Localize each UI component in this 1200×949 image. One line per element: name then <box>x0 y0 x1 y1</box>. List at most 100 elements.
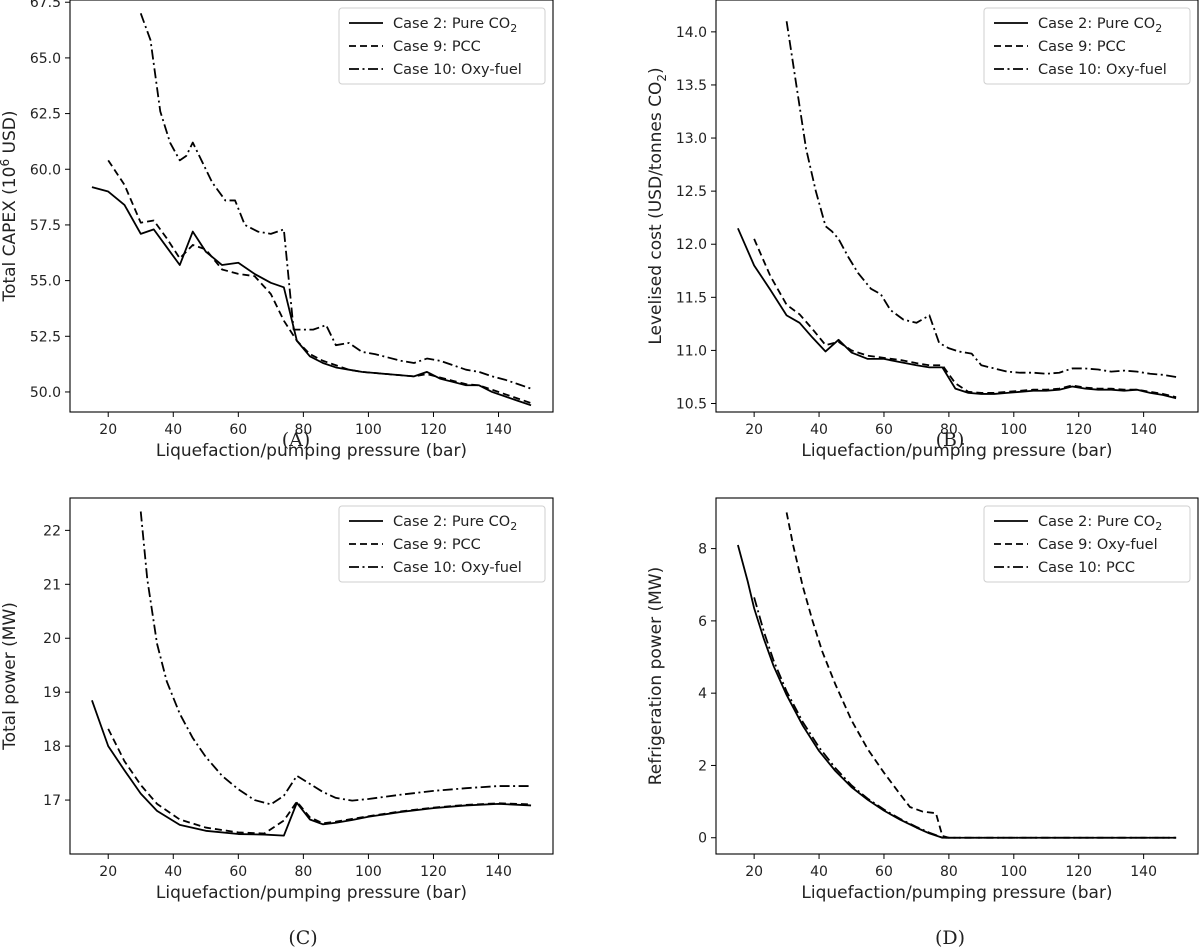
x-tick-label: 40 <box>810 864 828 880</box>
y-tick-label: 13.5 <box>676 78 707 94</box>
x-axis-label: Liquefaction/pumping pressure (bar) <box>156 883 467 903</box>
x-axis-label: Liquefaction/pumping pressure (bar) <box>156 441 467 461</box>
y-axis-label: Refrigeration power (MW) <box>646 567 666 786</box>
x-tick-label: 140 <box>485 422 512 438</box>
y-tick-label: 12.0 <box>676 237 707 253</box>
legend-label: Case 10: Oxy-fuel <box>393 560 522 576</box>
x-tick-label: 140 <box>1130 864 1157 880</box>
legend-box <box>983 505 1191 583</box>
legend-label: Case 9: PCC <box>393 39 481 55</box>
y-tick-label: 12.5 <box>676 184 707 200</box>
y-tick-label: 62.5 <box>30 107 61 123</box>
chart-panel: 20 40 60 80 100 120 140 50.0 52.5 55.0 57.5 60.0 62.… <box>0 0 554 461</box>
y-tick-label: 50.0 <box>30 385 61 401</box>
y-tick-label: 57.5 <box>30 218 61 234</box>
y-tick-label: 18 <box>43 739 61 755</box>
plot-frame <box>715 0 1199 413</box>
y-tick-label: 4 <box>698 686 707 702</box>
legend-box <box>338 7 546 85</box>
legend-label: Case 2: Pure CO2 <box>393 16 517 35</box>
x-tick-label: 100 <box>1000 864 1027 880</box>
y-axis-label: Total power (MW) <box>0 602 20 751</box>
y-tick-label: 10.5 <box>676 397 707 413</box>
y-tick-label: 14.0 <box>676 25 707 41</box>
x-tick-label: 60 <box>875 864 893 880</box>
legend-label: Case 9: Oxy-fuel <box>1038 537 1158 553</box>
series-line <box>753 597 1177 839</box>
x-tick-label: 20 <box>99 422 117 438</box>
y-axis-label: Total CAPEX (106 USD) <box>0 111 20 303</box>
legend-label: Case 2: Pure CO2 <box>1038 514 1162 533</box>
plot-frame <box>715 497 1199 855</box>
series-line <box>139 511 532 806</box>
legend-label: Case 10: Oxy-fuel <box>1038 62 1167 78</box>
y-tick-label: 67.5 <box>30 0 61 11</box>
x-axis-label: Liquefaction/pumping pressure (bar) <box>801 441 1112 461</box>
series-line <box>107 728 532 835</box>
series-line <box>753 238 1177 399</box>
legend-label: Case 9: PCC <box>393 537 481 553</box>
series-line <box>91 699 532 837</box>
x-tick-label: 80 <box>940 422 958 438</box>
y-tick-label: 65.0 <box>30 51 61 67</box>
plot-frame <box>69 0 554 413</box>
x-tick-label: 100 <box>355 864 382 880</box>
x-tick-label: 80 <box>294 864 312 880</box>
x-tick-label: 20 <box>745 422 763 438</box>
x-tick-label: 60 <box>229 422 247 438</box>
y-axis-label: Levelised cost (USD/tonnes CO2) <box>646 67 669 344</box>
x-tick-label: 40 <box>164 422 182 438</box>
x-tick-label: 80 <box>940 864 958 880</box>
x-tick-label: 140 <box>485 864 512 880</box>
x-tick-label: 80 <box>294 422 312 438</box>
y-tick-label: 11.0 <box>676 343 707 359</box>
x-tick-label: 60 <box>229 864 247 880</box>
legend-label: Case 9: PCC <box>1038 39 1126 55</box>
panel-caption: (D) <box>935 927 965 949</box>
series-line <box>107 159 532 404</box>
x-tick-label: 40 <box>164 864 182 880</box>
panel-caption: (B) <box>936 429 965 451</box>
y-tick-label: 11.5 <box>676 290 707 306</box>
x-tick-label: 40 <box>810 422 828 438</box>
panel-caption: (C) <box>288 927 317 949</box>
legend-box <box>983 7 1191 85</box>
legend: Case 2: Pure CO2 Case 9: PCC Case 10: Oxy-… <box>338 505 546 583</box>
chart-panel: 20 40 60 80 100 120 140 0 2 4 6 8 Liquefaction/pumpi… <box>646 497 1199 949</box>
legend-label: Case 10: PCC <box>1038 560 1135 576</box>
y-tick-label: 55.0 <box>30 274 61 290</box>
x-tick-label: 100 <box>355 422 382 438</box>
y-tick-label: 19 <box>43 685 61 701</box>
series-line <box>785 512 1177 839</box>
legend-label: Case 2: Pure CO2 <box>393 514 517 533</box>
legend-box <box>338 505 546 583</box>
y-tick-label: 13.0 <box>676 131 707 147</box>
y-tick-label: 8 <box>698 542 707 558</box>
legend: Case 2: Pure CO2 Case 9: Oxy-fuel Case 10:… <box>983 505 1191 583</box>
x-tick-label: 140 <box>1130 422 1157 438</box>
x-tick-label: 60 <box>875 422 893 438</box>
y-tick-label: 6 <box>698 614 707 630</box>
y-tick-label: 60.0 <box>30 162 61 178</box>
y-tick-label: 0 <box>698 831 707 847</box>
y-tick-label: 22 <box>43 523 61 539</box>
legend: Case 2: Pure CO2 Case 9: PCC Case 10: Oxy-… <box>338 7 546 85</box>
y-tick-label: 17 <box>43 793 61 809</box>
chart-panel: 20 40 60 80 100 120 140 10.5 11.0 11.5 12.0 12.5 13.… <box>646 0 1199 461</box>
y-tick-label: 52.5 <box>30 329 61 345</box>
x-tick-label: 120 <box>1065 422 1092 438</box>
x-tick-label: 20 <box>745 864 763 880</box>
plot-frame <box>69 497 554 855</box>
chart-panel: 20 40 60 80 100 120 140 17 18 19 20 21 22 Liquefactio… <box>0 497 554 949</box>
x-tick-label: 120 <box>420 422 447 438</box>
series-line <box>785 21 1177 378</box>
x-tick-label: 20 <box>99 864 117 880</box>
panel-caption: (A) <box>282 429 311 451</box>
y-tick-label: 2 <box>698 758 707 774</box>
series-line <box>91 186 532 407</box>
y-tick-label: 20 <box>43 631 61 647</box>
x-tick-label: 120 <box>1065 864 1092 880</box>
x-tick-label: 100 <box>1000 422 1027 438</box>
x-tick-label: 120 <box>420 864 447 880</box>
